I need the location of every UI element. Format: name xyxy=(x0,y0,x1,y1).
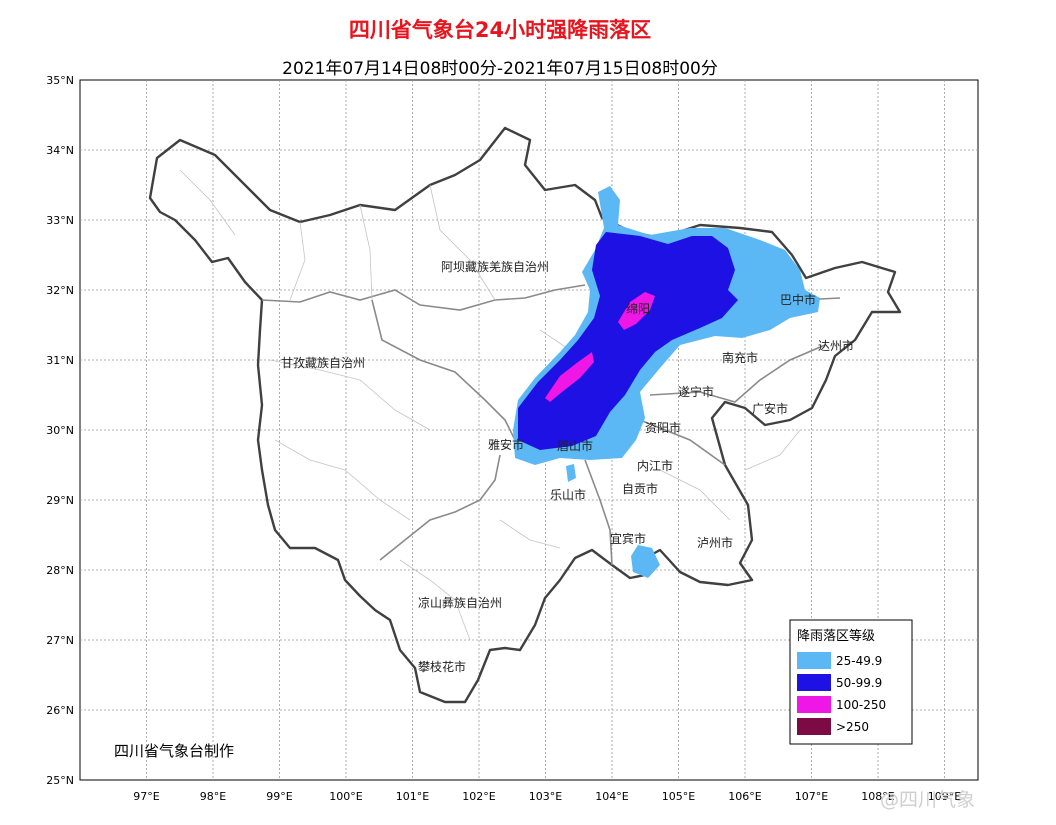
latitude-tick-label: 28°N xyxy=(46,564,74,577)
longitude-tick-label: 108°E xyxy=(861,790,894,803)
city-labels: 绵阳 巴中市 达州市 南充市 遂宁市 广安市 资阳市 雅安市 眉山市 乐山市 内… xyxy=(418,292,854,674)
city-label-yaan: 雅安市 xyxy=(488,437,524,452)
rain-area-25-49.9-spot xyxy=(566,464,576,482)
latitude-tick-label: 35°N xyxy=(46,74,74,87)
rain-area-100-250-north xyxy=(618,292,655,330)
longitude-tick-label: 103°E xyxy=(529,790,562,803)
latitude-tick-label: 26°N xyxy=(46,704,74,717)
legend-swatch xyxy=(797,652,831,669)
province-outline xyxy=(148,126,902,704)
latitude-tick-label: 32°N xyxy=(46,284,74,297)
city-label-guangan: 广安市 xyxy=(752,401,788,416)
legend-swatch xyxy=(797,718,831,735)
city-label-mianyang: 绵阳 xyxy=(626,302,650,316)
rainfall-areas xyxy=(513,186,820,578)
map-title: 四川省气象台24小时强降雨落区 xyxy=(348,18,652,42)
city-label-luzhou: 泸州市 xyxy=(697,535,733,550)
city-label-meishan: 眉山市 xyxy=(557,438,593,453)
rain-area-100-250-south xyxy=(545,352,594,402)
legend-label: 50-99.9 xyxy=(836,676,882,690)
internal-boundaries xyxy=(261,284,841,566)
city-label-dazhou: 达州市 xyxy=(818,338,854,353)
legend-swatch xyxy=(797,696,831,713)
city-label-panzhihua: 攀枝花市 xyxy=(418,659,466,674)
longitude-tick-label: 104°E xyxy=(595,790,628,803)
latitude-tick-label: 33°N xyxy=(46,214,74,227)
longitude-tick-label: 105°E xyxy=(662,790,695,803)
latitude-tick-label: 27°N xyxy=(46,634,74,647)
legend: 降雨落区等级 25-49.9 50-99.9 100-250 >250 xyxy=(789,619,913,745)
region-label-aba: 阿坝藏族羌族自治州 xyxy=(441,260,549,274)
producer-credit: 四川省气象台制作 xyxy=(114,742,235,760)
region-labels: 阿坝藏族羌族自治州 甘孜藏族自治州 凉山彝族自治州 xyxy=(281,260,549,610)
legend-title: 降雨落区等级 xyxy=(797,628,875,644)
time-range-subtitle: 2021年07月14日08时00分-2021年07月15日08时00分 xyxy=(282,59,718,79)
longitude-tick-label: 102°E xyxy=(462,790,495,803)
longitude-tick-label: 107°E xyxy=(795,790,828,803)
longitude-tick-label: 100°E xyxy=(329,790,362,803)
legend-label: >250 xyxy=(836,720,869,734)
latitude-tick-label: 25°N xyxy=(46,774,74,787)
longitude-tick-label: 106°E xyxy=(728,790,761,803)
latitude-tick-label: 34°N xyxy=(46,144,74,157)
city-label-ziyang: 资阳市 xyxy=(645,420,681,435)
city-label-nanchong: 南充市 xyxy=(722,350,758,365)
latitude-tick-label: 29°N xyxy=(46,494,74,507)
city-label-yibin: 宜宾市 xyxy=(610,531,646,546)
city-label-neijiang: 内江市 xyxy=(637,458,673,473)
rain-area-50-99.9 xyxy=(518,232,738,450)
city-label-zigong: 自贡市 xyxy=(622,481,658,496)
latitude-tick-label: 31°N xyxy=(46,354,74,367)
rain-area-25-49.9-south xyxy=(631,545,660,578)
region-label-ganzi: 甘孜藏族自治州 xyxy=(281,356,365,370)
legend-label: 100-250 xyxy=(836,698,886,712)
latitude-tick-label: 30°N xyxy=(46,424,74,437)
city-label-suining: 遂宁市 xyxy=(678,384,714,399)
longitude-tick-label: 99°E xyxy=(266,790,292,803)
axis-tick-labels: 97°E 98°E 99°E 100°E 101°E 102°E 103°E 104°E 105… xyxy=(46,74,961,803)
longitude-tick-label: 109°E xyxy=(928,790,961,803)
region-label-liangshan: 凉山彝族自治州 xyxy=(418,595,502,610)
city-label-bazhong: 巴中市 xyxy=(780,292,816,307)
weibo-watermark: @四川气象 xyxy=(880,789,976,811)
longitude-tick-label: 101°E xyxy=(396,790,429,803)
legend-label: 25-49.9 xyxy=(836,654,882,668)
legend-swatch xyxy=(797,674,831,691)
city-label-leshan: 乐山市 xyxy=(550,487,586,502)
longitude-tick-label: 97°E xyxy=(133,790,159,803)
longitude-tick-label: 98°E xyxy=(200,790,226,803)
